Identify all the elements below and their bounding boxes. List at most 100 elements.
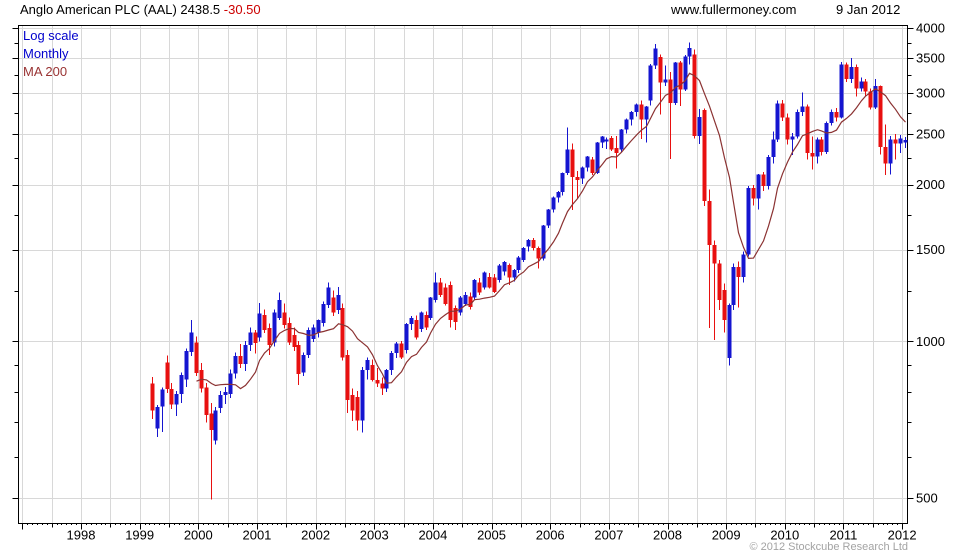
candle [238, 355, 243, 364]
candle [663, 79, 668, 83]
candle [868, 91, 873, 108]
candle [898, 138, 903, 144]
candle [189, 332, 194, 352]
x-axis-year-label: 2009 [712, 528, 741, 543]
candle [810, 153, 815, 157]
candle [634, 104, 639, 112]
chart-date: 9 Jan 2012 [836, 2, 901, 17]
candle [712, 245, 717, 264]
candle [658, 56, 663, 83]
instrument-name-and-price: Anglo American PLC (AAL) 2438.5 [20, 2, 224, 17]
y-axis-label: 2500 [916, 127, 945, 142]
candle [257, 313, 262, 338]
candle [903, 139, 908, 143]
candle [824, 122, 829, 153]
x-axis-year-label: 2002 [301, 528, 330, 543]
candle [194, 342, 199, 373]
candle [575, 176, 580, 180]
candle [492, 277, 497, 292]
candle [277, 300, 282, 318]
candle [604, 139, 609, 142]
candle [683, 56, 688, 90]
candle [433, 282, 438, 301]
candle [722, 290, 727, 321]
candle [233, 355, 238, 374]
candle [243, 344, 248, 364]
candle [707, 201, 712, 246]
candle [336, 295, 341, 311]
candle [648, 65, 653, 101]
candle [326, 287, 331, 306]
x-axis-year-label: 1998 [67, 528, 96, 543]
candle [419, 312, 424, 329]
candle [394, 343, 399, 353]
candle [468, 296, 473, 307]
candle [556, 191, 561, 198]
candle [463, 295, 468, 304]
candle [727, 305, 732, 359]
candle [174, 394, 179, 405]
x-axis-year-label: 2008 [653, 528, 682, 543]
candle [756, 174, 761, 199]
candle [570, 149, 575, 177]
y-axis-label: 3000 [916, 86, 945, 101]
candle [653, 48, 658, 66]
gridlines [18, 25, 908, 524]
candle [541, 225, 546, 259]
candle [458, 297, 463, 313]
candle [306, 330, 311, 356]
candle [687, 48, 692, 57]
y-axis-labels: 500 1000 1500 2000 2500 3000 3500 4000 [916, 21, 945, 506]
candle [805, 106, 810, 154]
candle [531, 239, 536, 249]
candle [829, 111, 834, 123]
candle [873, 85, 878, 108]
candle [736, 266, 741, 277]
candle [854, 67, 859, 89]
candle [228, 373, 233, 394]
candle [619, 129, 624, 150]
candle [253, 332, 258, 344]
candle [223, 391, 228, 396]
candle [292, 335, 297, 348]
candle [609, 138, 614, 150]
candle [204, 387, 209, 415]
candle [370, 365, 375, 381]
candle [267, 328, 272, 346]
x-axis-year-label: 2007 [594, 528, 623, 543]
candle [839, 64, 844, 118]
x-axis-year-label: 2011 [829, 528, 857, 543]
candle [834, 111, 839, 118]
candle [526, 239, 531, 247]
candle [497, 265, 502, 280]
candle [702, 110, 707, 202]
candle [600, 136, 605, 143]
candle [209, 413, 214, 431]
y-axis-label: 4000 [916, 21, 945, 36]
price-change: -30.50 [223, 2, 261, 17]
candle [780, 103, 785, 118]
candle [414, 320, 419, 338]
ma-200-line [196, 72, 906, 390]
candle [316, 320, 321, 333]
candle [311, 327, 316, 340]
candle [160, 389, 165, 407]
candle [179, 374, 184, 395]
candle [790, 136, 795, 140]
candle [296, 345, 301, 375]
candle [453, 307, 458, 322]
candle [448, 285, 453, 321]
candle [746, 188, 751, 255]
candle [350, 395, 355, 411]
candle [472, 279, 477, 298]
candle [844, 64, 849, 80]
candle [697, 116, 702, 137]
candle [863, 81, 868, 92]
candle [731, 266, 736, 306]
candle [428, 297, 433, 318]
axis-ticks [12, 28, 914, 530]
candle [384, 370, 389, 389]
candle [155, 406, 160, 429]
candle [785, 117, 790, 140]
